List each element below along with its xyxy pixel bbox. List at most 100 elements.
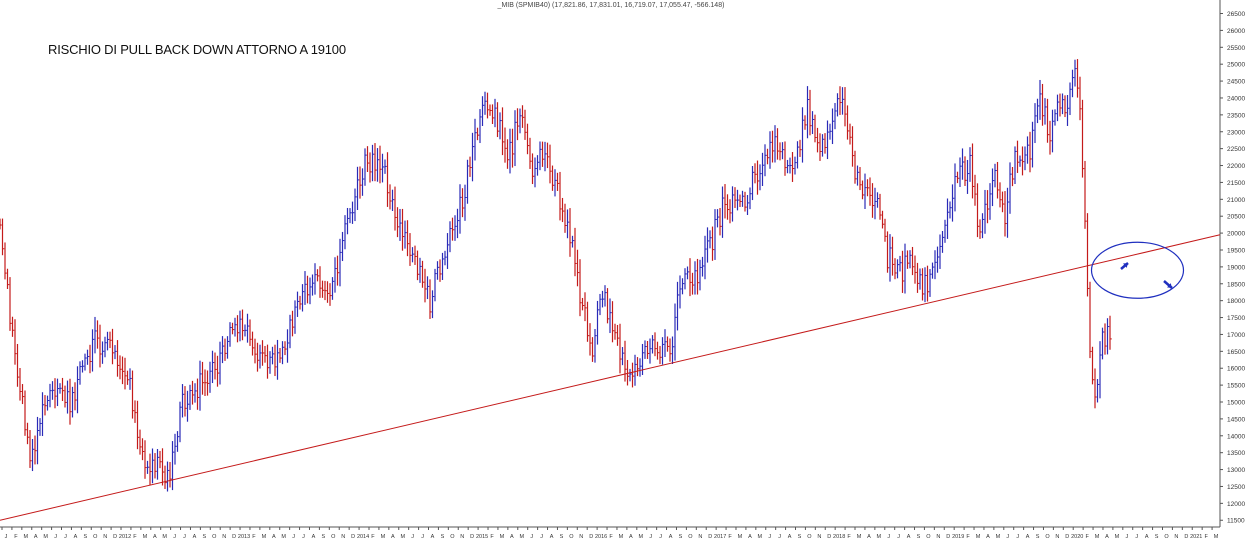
x-tick-label: N	[817, 534, 821, 540]
x-tick-label: M	[738, 534, 743, 540]
y-tick-label: 17500	[1227, 315, 1245, 322]
y-tick-label: 14500	[1227, 416, 1245, 423]
y-tick-label: 18000	[1227, 298, 1245, 305]
annotation-ellipse	[1090, 241, 1185, 299]
x-tick-label: A	[153, 534, 157, 540]
x-tick-label: D	[946, 534, 950, 540]
x-tick-label: M	[996, 534, 1001, 540]
x-tick-label: A	[669, 534, 673, 540]
x-tick-label: S	[1036, 534, 1040, 540]
x-tick-label: O	[450, 534, 455, 540]
x-tick-label: D	[351, 534, 355, 540]
x-tick-label: A	[550, 534, 554, 540]
y-tick-label: 20500	[1227, 214, 1245, 221]
x-tick-label: M	[1095, 534, 1100, 540]
x-tick-label: 2014	[357, 534, 369, 540]
x-tick-label: A	[1145, 534, 1149, 540]
support-trendline	[0, 234, 1221, 521]
y-tick-label: 14000	[1227, 433, 1245, 440]
x-tick-label: O	[331, 534, 336, 540]
x-tick-label: J	[1006, 534, 1009, 540]
x-tick-label: S	[798, 534, 802, 540]
x-tick-label: M	[638, 534, 643, 540]
x-tick-label: 2016	[595, 534, 607, 540]
x-tick-label: S	[679, 534, 683, 540]
x-tick-label: O	[93, 534, 98, 540]
x-tick-label: J	[173, 534, 176, 540]
x-tick-label: A	[788, 534, 792, 540]
x-tick-label: M	[758, 534, 763, 540]
y-tick-label: 24500	[1227, 79, 1245, 86]
x-tick-label: A	[510, 534, 514, 540]
y-tick-label: 18500	[1227, 281, 1245, 288]
y-tick-label: 19500	[1227, 247, 1245, 254]
x-tick-label: A	[193, 534, 197, 540]
x-tick-label: M	[877, 534, 882, 540]
x-tick-label: J	[411, 534, 414, 540]
y-tick-label: 22000	[1227, 163, 1245, 170]
header-info: _MIB (SPMIB40) (17,821.86, 17,831.01, 16…	[497, 2, 725, 9]
y-tick-label: 21500	[1227, 180, 1245, 187]
y-tick-label: 26000	[1227, 28, 1245, 35]
x-tick-label: A	[74, 534, 78, 540]
x-tick-label: S	[1155, 534, 1159, 540]
x-tick-label: J	[292, 534, 295, 540]
x-tick-label: N	[222, 534, 226, 540]
y-tick-label: 17000	[1227, 332, 1245, 339]
x-tick-label: J	[421, 534, 424, 540]
x-tick-label: M	[976, 534, 981, 540]
x-tick-label: D	[827, 534, 831, 540]
x-tick-label: F	[371, 534, 375, 540]
y-tick-label: 12500	[1227, 484, 1245, 491]
x-tick-label: D	[589, 534, 593, 540]
up-right-arrow-icon-head	[1123, 263, 1128, 268]
x-tick-label: D	[113, 534, 117, 540]
x-tick-label: M	[281, 534, 286, 540]
x-tick-label: N	[1174, 534, 1178, 540]
y-tick-label: 15000	[1227, 400, 1245, 407]
x-tick-label: A	[391, 534, 395, 540]
y-tick-label: 11500	[1227, 518, 1245, 525]
x-tick-label: F	[133, 534, 137, 540]
x-tick-label: 2012	[119, 534, 131, 540]
x-tick-label: N	[460, 534, 464, 540]
x-tick-label: J	[530, 534, 533, 540]
x-tick-label: A	[272, 534, 276, 540]
x-tick-label: M	[1115, 534, 1120, 540]
x-tick-label: J	[1125, 534, 1128, 540]
x-tick-label: F	[1085, 534, 1089, 540]
y-tick-label: 21000	[1227, 197, 1245, 204]
x-tick-label: M	[500, 534, 505, 540]
x-tick-label: N	[698, 534, 702, 540]
x-tick-label: 2019	[952, 534, 964, 540]
x-tick-label: A	[431, 534, 435, 540]
y-tick-label: 22500	[1227, 146, 1245, 153]
x-tick-label: N	[1055, 534, 1059, 540]
x-tick-label: M	[400, 534, 405, 540]
x-tick-label: J	[768, 534, 771, 540]
x-tick-label: A	[1105, 534, 1109, 540]
x-tick-label: O	[807, 534, 812, 540]
x-tick-label: 2013	[238, 534, 250, 540]
x-tick-label: M	[262, 534, 267, 540]
y-tick-label: 26500	[1227, 11, 1245, 18]
x-tick-label: A	[867, 534, 871, 540]
x-tick-label: M	[857, 534, 862, 540]
y-tick-label: 24000	[1227, 95, 1245, 102]
x-tick-label: D	[1065, 534, 1069, 540]
x-tick-label: S	[322, 534, 326, 540]
x-tick-label: F	[966, 534, 970, 540]
y-tick-label: 16500	[1227, 349, 1245, 356]
x-tick-label: M	[619, 534, 624, 540]
x-tick-label: A	[312, 534, 316, 540]
x-tick-label: O	[1045, 534, 1050, 540]
x-tick-label: S	[560, 534, 564, 540]
x-tick-label: M	[162, 534, 167, 540]
x-tick-label: J	[540, 534, 543, 540]
x-tick-label: O	[212, 534, 217, 540]
y-tick-label: 23000	[1227, 129, 1245, 136]
y-tick-label: 15500	[1227, 383, 1245, 390]
x-tick-label: D	[1184, 534, 1188, 540]
x-tick-label: S	[917, 534, 921, 540]
